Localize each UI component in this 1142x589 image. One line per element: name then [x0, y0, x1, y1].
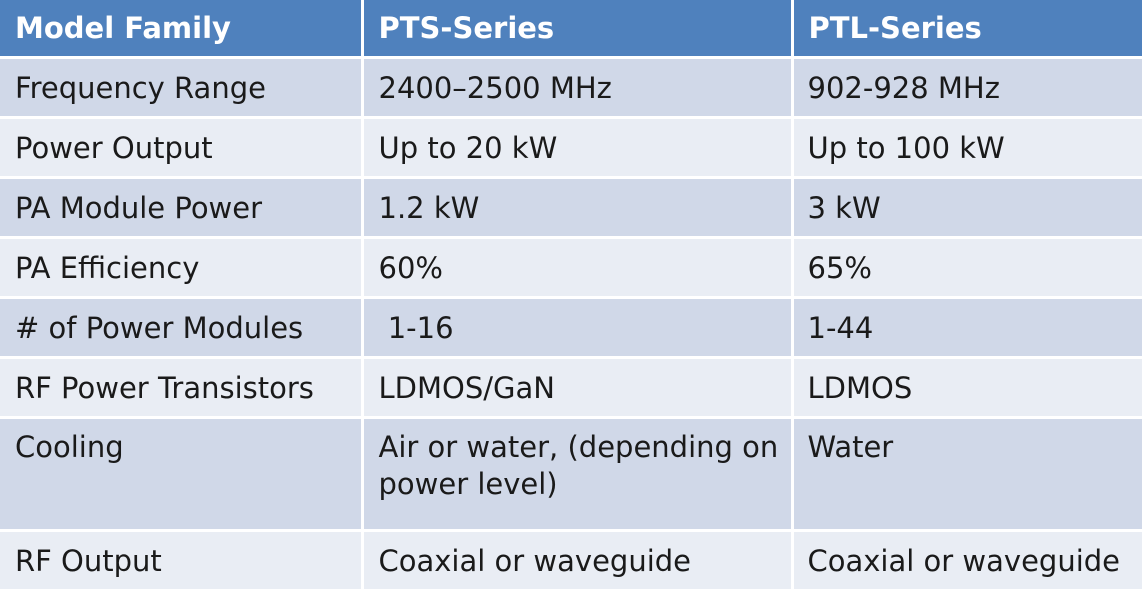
- ptl-value: Up to 100 kW: [792, 117, 1142, 179]
- row-label: PA Efficiency: [0, 237, 364, 299]
- pts-value: 1.2 kW: [362, 177, 794, 239]
- pts-value: 60%: [362, 237, 794, 299]
- ptl-value: Coaxial or waveguide: [792, 530, 1142, 589]
- row-label: Frequency Range: [0, 57, 364, 119]
- row-label: RF Power Transistors: [0, 357, 364, 419]
- pts-value: 2400–2500 MHz: [362, 57, 794, 119]
- row-label: Power Output: [0, 117, 364, 179]
- row-label: RF Output: [0, 530, 364, 589]
- table-header-row: Model Family PTS-Series PTL-Series: [0, 0, 1142, 59]
- row-label: PA Module Power: [0, 177, 364, 239]
- header-ptl-series: PTL-Series: [792, 0, 1142, 59]
- pts-value: Up to 20 kW: [362, 117, 794, 179]
- table-row: PA Efficiency 60% 65%: [0, 237, 1142, 299]
- row-label: Cooling: [0, 417, 364, 532]
- row-label: # of Power Modules: [0, 297, 364, 359]
- table-row: Frequency Range 2400–2500 MHz 902-928 MH…: [0, 57, 1142, 119]
- ptl-value: 65%: [792, 237, 1142, 299]
- header-model-family: Model Family: [0, 0, 364, 59]
- table-row: RF Output Coaxial or waveguide Coaxial o…: [0, 530, 1142, 589]
- pts-value: LDMOS/GaN: [362, 357, 794, 419]
- ptl-value: 1-44: [792, 297, 1142, 359]
- ptl-value: 3 kW: [792, 177, 1142, 239]
- pts-value: Air or water, (depending on power level): [362, 417, 794, 532]
- table-row: # of Power Modules 1-16 1-44: [0, 297, 1142, 359]
- pts-value: Coaxial or waveguide: [362, 530, 794, 589]
- table-row: Cooling Air or water, (depending on powe…: [0, 417, 1142, 532]
- ptl-value: 902-928 MHz: [792, 57, 1142, 119]
- ptl-value: Water: [792, 417, 1142, 532]
- header-pts-series: PTS-Series: [362, 0, 794, 59]
- table-row: Power Output Up to 20 kW Up to 100 kW: [0, 117, 1142, 179]
- pts-value: 1-16: [362, 297, 794, 359]
- table-row: PA Module Power 1.2 kW 3 kW: [0, 177, 1142, 239]
- table-row: RF Power Transistors LDMOS/GaN LDMOS: [0, 357, 1142, 419]
- ptl-value: LDMOS: [792, 357, 1142, 419]
